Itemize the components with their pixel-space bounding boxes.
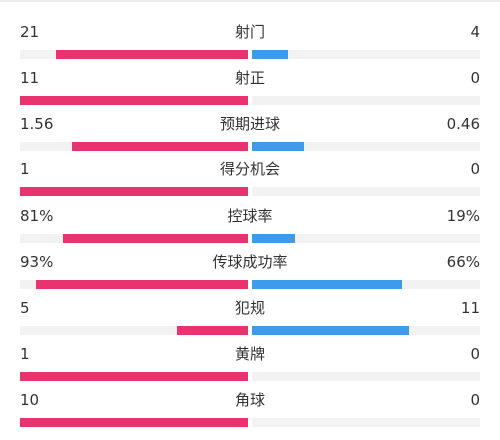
away-bar-track — [252, 50, 480, 59]
away-bar — [252, 326, 409, 335]
away-value: 0.46 — [446, 115, 480, 133]
home-value: 21 — [20, 23, 40, 41]
stat-row: 21 射门 4 — [0, 20, 500, 66]
away-value: 0 — [470, 69, 480, 87]
home-bar-track — [20, 142, 248, 151]
home-bar-track — [20, 372, 248, 381]
home-bar — [63, 234, 248, 243]
away-bar-track — [252, 372, 480, 381]
stat-row: 5 犯规 11 — [0, 296, 500, 342]
stat-label: 黄牌 — [234, 345, 265, 363]
home-bar-track — [20, 96, 248, 105]
stat-row: 1 得分机会 0 — [0, 157, 500, 203]
away-bar-track — [252, 280, 480, 289]
home-value: 5 — [20, 299, 30, 317]
away-value: 11 — [460, 299, 480, 317]
home-bar-track — [20, 234, 248, 243]
stat-row: 10 角球 0 — [0, 388, 500, 434]
away-bar-track — [252, 142, 480, 151]
stat-label: 传球成功率 — [212, 253, 288, 271]
away-bar-track — [252, 96, 480, 105]
away-value: 0 — [470, 391, 480, 409]
away-value: 66% — [446, 253, 480, 271]
home-bar-track — [20, 187, 248, 196]
stat-row: 11 射正 0 — [0, 66, 500, 112]
home-bar-track — [20, 326, 248, 335]
home-value: 10 — [20, 391, 40, 409]
stat-label: 预期进球 — [219, 115, 280, 133]
stat-label: 射门 — [234, 23, 265, 41]
away-value: 19% — [446, 207, 480, 225]
away-bar — [252, 234, 295, 243]
home-bar — [56, 50, 248, 59]
home-bar-track — [20, 418, 248, 427]
home-bar-track — [20, 50, 248, 59]
away-value: 0 — [470, 345, 480, 363]
home-bar — [20, 96, 248, 105]
home-bar — [20, 187, 248, 196]
away-bar-track — [252, 187, 480, 196]
stat-label: 控球率 — [227, 207, 273, 225]
away-bar-track — [252, 326, 480, 335]
stat-label: 角球 — [234, 391, 265, 409]
away-bar — [252, 280, 402, 289]
away-bar-track — [252, 418, 480, 427]
home-bar — [20, 372, 248, 381]
top-divider — [0, 0, 500, 2]
home-bar — [36, 280, 248, 289]
away-bar-track — [252, 234, 480, 243]
stat-label: 射正 — [234, 69, 265, 87]
away-bar — [252, 50, 288, 59]
stat-row: 81% 控球率 19% — [0, 204, 500, 250]
home-value: 1 — [20, 160, 30, 178]
home-value: 11 — [20, 69, 40, 87]
stat-label: 犯规 — [234, 299, 265, 317]
away-value: 4 — [470, 23, 480, 41]
stat-row: 1 黄牌 0 — [0, 342, 500, 388]
home-bar — [177, 326, 248, 335]
home-value: 93% — [20, 253, 54, 271]
home-bar — [20, 418, 248, 427]
home-value: 1 — [20, 345, 30, 363]
home-bar — [72, 142, 248, 151]
home-value: 81% — [20, 207, 54, 225]
away-bar — [252, 142, 304, 151]
stat-label: 得分机会 — [219, 160, 280, 178]
home-value: 1.56 — [20, 115, 54, 133]
away-value: 0 — [470, 160, 480, 178]
home-bar-track — [20, 280, 248, 289]
stat-row: 93% 传球成功率 66% — [0, 250, 500, 296]
stat-row: 1.56 预期进球 0.46 — [0, 112, 500, 158]
